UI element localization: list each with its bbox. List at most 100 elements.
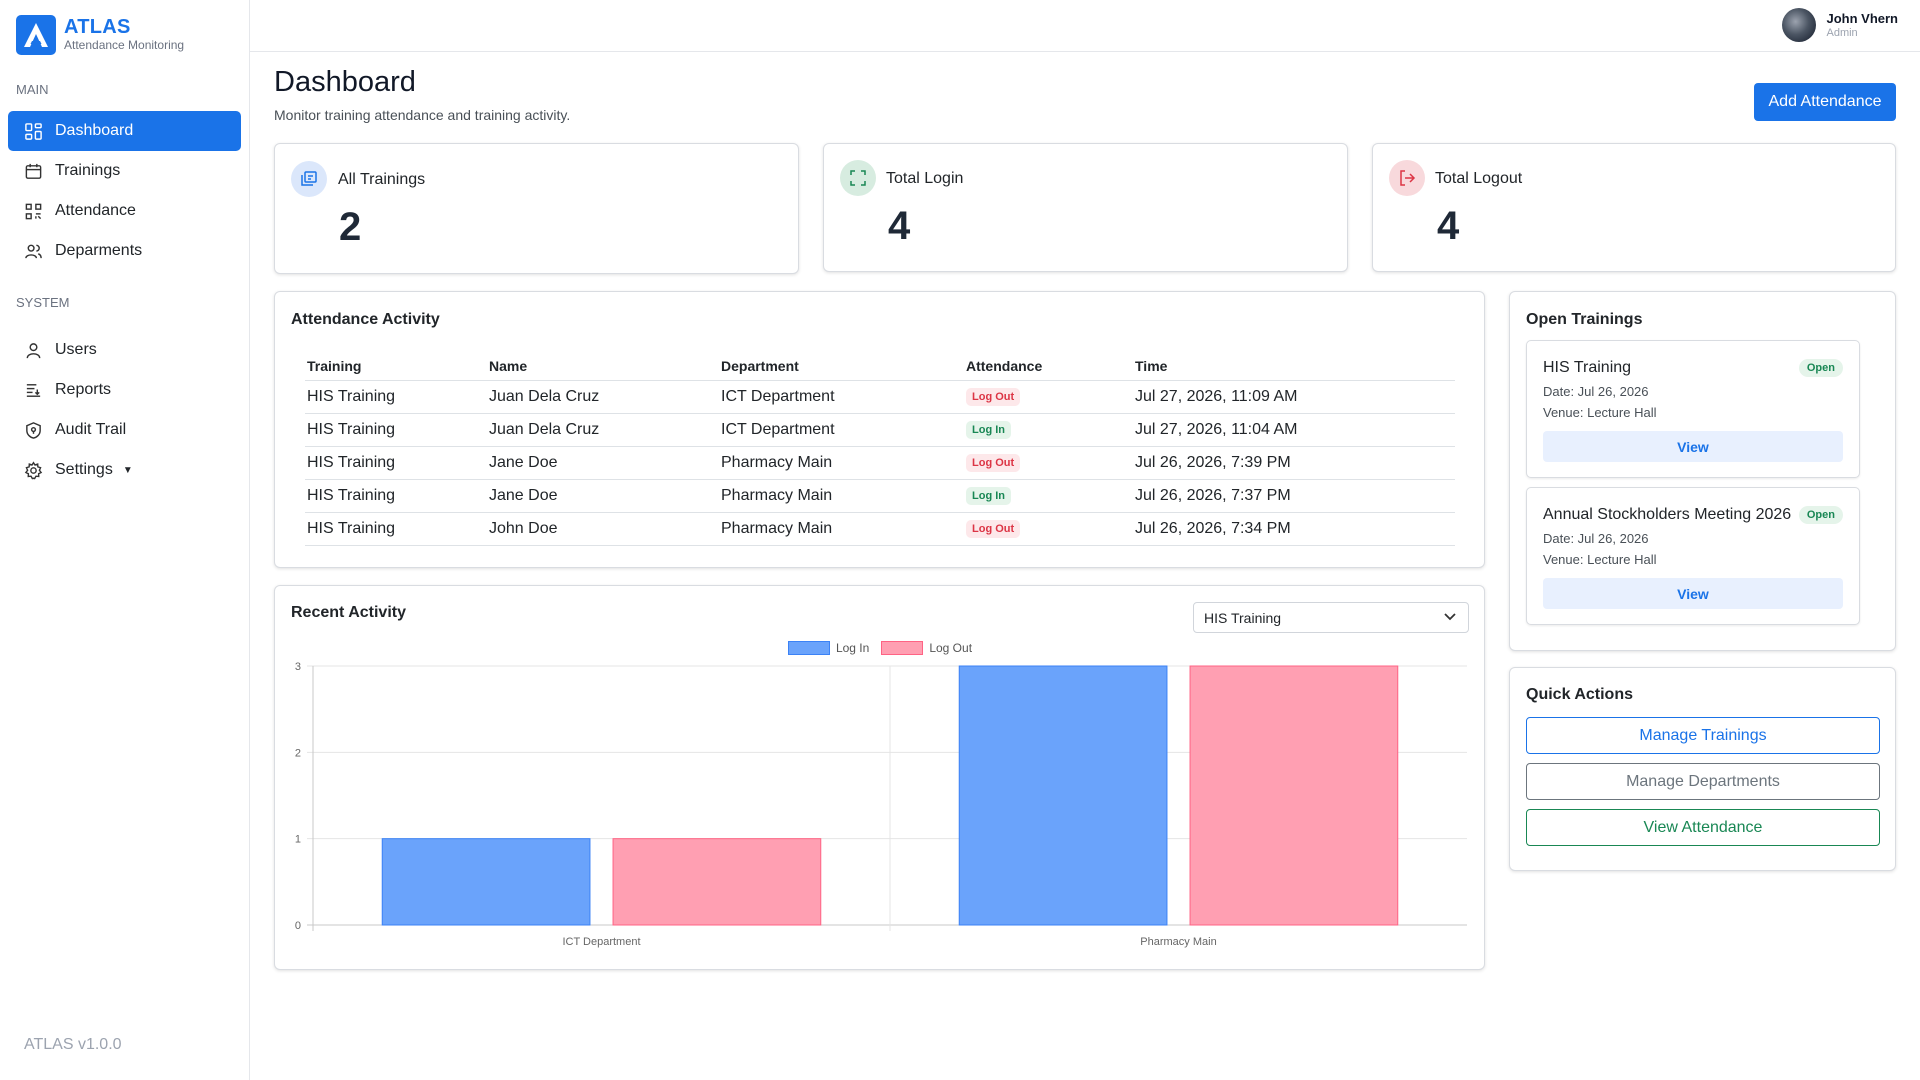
legend-item-log-out[interactable]: Log Out [881,641,972,655]
cell-name: Jane Doe [487,446,719,480]
cell-name: Jane Doe [487,479,719,513]
view-attendance-button[interactable]: View Attendance [1526,809,1880,846]
column-header-time[interactable]: Time [1133,353,1455,381]
y-tick-label: 2 [295,747,301,759]
cell-time: Jul 27, 2026, 11:09 AM [1133,380,1455,414]
stat-value: 2 [339,205,362,249]
sidebar-item-label: Audit Trail [55,421,127,438]
sidebar-item-audit-trail[interactable]: Audit Trail [8,410,241,450]
user-menu[interactable]: John Vhern Admin [1782,8,1898,42]
view-training-button[interactable]: View [1543,578,1843,609]
legend-label: Log In [835,641,870,655]
view-training-button[interactable]: View [1543,431,1843,462]
open-trainings-title: Open Trainings [1526,311,1643,328]
stat-value: 4 [1437,204,1460,248]
avatar[interactable] [1782,8,1817,42]
app-version: ATLAS v1.0.0 [24,1036,122,1053]
attendance-table: Training Name Department Attendance Time… [305,353,1455,546]
table-row[interactable]: HIS Training Juan Dela Cruz ICT Departme… [305,380,1455,414]
sidebar-item-label: Dashboard [55,122,134,139]
stat-label: Total Login [886,170,964,187]
sidebar-item-reports[interactable]: Reports [8,370,241,410]
y-tick-label: 0 [295,920,301,932]
sidebar-item-label: Deparments [55,242,143,259]
status-badge: Log Out [966,520,1021,538]
nav-section-main: MAIN [16,82,49,97]
manage-departments-button[interactable]: Manage Departments [1526,763,1880,800]
chart-legend: Log In Log Out [275,641,1485,655]
caret-down-icon: ▼ [122,464,133,476]
training-date: Date: Jul 26, 2026 [1543,531,1649,546]
page-subtitle: Monitor training attendance and training… [274,107,571,123]
stat-label: All Trainings [338,171,426,188]
sidebar-item-label: Users [55,341,97,358]
nav-section-system: SYSTEM [16,295,70,310]
sidebar-item-settings[interactable]: Settings ▼ [8,450,241,490]
recent-activity-title: Recent Activity [291,604,406,621]
sidebar-item-label: Trainings [55,162,121,179]
scan-icon [840,160,876,196]
open-trainings-card: Open Trainings HIS Training Open Date: J… [1509,291,1896,651]
x-tick-label: Pharmacy Main [1140,936,1216,948]
training-select-value: HIS Training [1204,609,1282,626]
manage-trainings-button[interactable]: Manage Trainings [1526,717,1880,754]
status-badge: Open [1798,506,1843,524]
cell-department: Pharmacy Main [719,512,964,546]
legend-label: Log Out [929,641,973,655]
cell-training: HIS Training [305,479,487,513]
training-venue: Venue: Lecture Hall [1543,405,1657,420]
training-select[interactable]: HIS Training [1193,602,1469,633]
sidebar-item-dashboard[interactable]: Dashboard [8,111,241,151]
sidebar-item-label: Reports [55,381,112,398]
cell-time: Jul 26, 2026, 7:37 PM [1133,479,1455,513]
stat-card-all-trainings: All Trainings 2 [274,143,799,274]
column-header-name[interactable]: Name [487,353,719,381]
cell-department: ICT Department [719,380,964,414]
calendar-icon [25,163,42,179]
cell-name: John Doe [487,512,719,546]
brand-name: ATLAS [64,16,131,38]
cell-training: HIS Training [305,380,487,414]
cell-time: Jul 27, 2026, 11:04 AM [1133,413,1455,447]
table-row[interactable]: HIS Training John Doe Pharmacy Main Log … [305,512,1455,546]
cell-training: HIS Training [305,446,487,480]
bar-log-in [381,838,591,926]
sidebar-item-users[interactable]: Users [8,330,241,370]
brand[interactable]: ATLAS Attendance Monitoring [0,8,249,62]
training-name: Annual Stockholders Meeting 2026 [1543,506,1792,523]
attendance-activity-card: Attendance Activity Training Name Depart… [274,291,1485,568]
bar-log-in [958,665,1168,926]
sidebar-item-trainings[interactable]: Trainings [8,151,241,191]
column-header-training[interactable]: Training [305,353,487,381]
cell-department: Pharmacy Main [719,446,964,480]
cell-name: Juan Dela Cruz [487,380,719,414]
legend-item-log-in[interactable]: Log In [787,641,870,655]
brand-subtitle: Attendance Monitoring [64,38,185,52]
table-row[interactable]: HIS Training Jane Doe Pharmacy Main Log … [305,479,1455,513]
bar-log-out [612,838,822,926]
quick-actions-card: Quick Actions Manage Trainings Manage De… [1509,667,1896,871]
chevron-down-icon [1444,613,1456,621]
column-header-attendance[interactable]: Attendance [964,353,1133,381]
list-icon [26,383,41,397]
column-header-department[interactable]: Department [719,353,964,381]
training-icon [291,161,327,197]
legend-swatch [787,641,830,655]
table-row[interactable]: HIS Training Juan Dela Cruz ICT Departme… [305,413,1455,447]
add-attendance-button[interactable]: Add Attendance [1754,83,1896,121]
status-badge: Log Out [966,388,1021,406]
sidebar: ATLAS Attendance Monitoring MAIN Dashboa… [0,0,250,1080]
logout-icon [1389,160,1425,196]
topbar: John Vhern Admin [250,0,1920,52]
y-tick-label: 1 [295,834,301,846]
table-row[interactable]: HIS Training Jane Doe Pharmacy Main Log … [305,446,1455,480]
quick-actions-title: Quick Actions [1526,686,1633,703]
sidebar-item-departments[interactable]: Deparments [8,231,241,271]
status-badge: Log In [966,487,1011,505]
status-badge: Log Out [966,454,1021,472]
stat-value: 4 [888,204,911,248]
sidebar-item-attendance[interactable]: Attendance [8,191,241,231]
y-tick-label: 3 [295,661,301,673]
open-training-item: Annual Stockholders Meeting 2026 Open Da… [1526,487,1860,625]
page-title: Dashboard [274,66,416,98]
